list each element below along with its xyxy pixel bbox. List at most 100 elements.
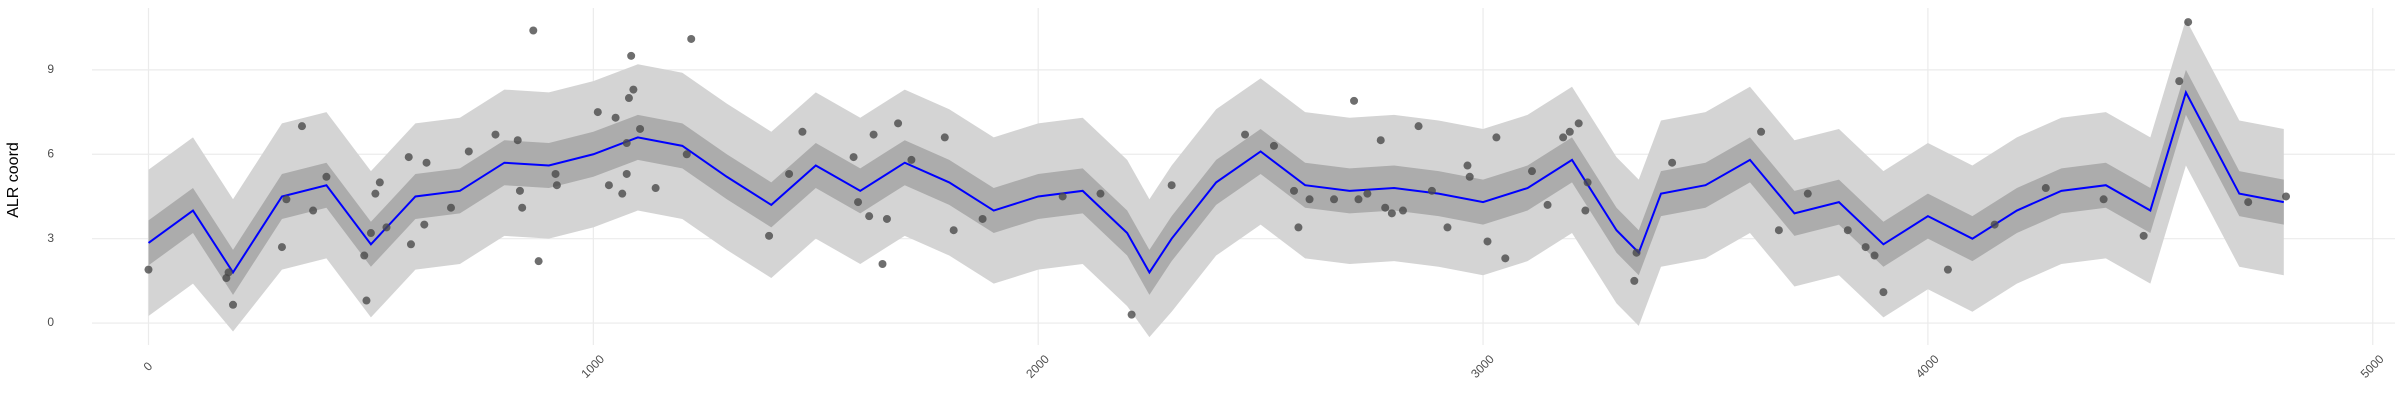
data-point bbox=[1492, 133, 1501, 142]
data-point bbox=[622, 139, 631, 148]
data-point bbox=[1843, 226, 1852, 235]
data-point bbox=[552, 181, 561, 190]
data-point bbox=[382, 223, 391, 232]
data-point bbox=[1350, 96, 1359, 105]
data-point bbox=[366, 229, 375, 238]
data-point bbox=[1581, 206, 1590, 215]
data-point bbox=[420, 220, 429, 229]
data-point bbox=[322, 172, 331, 181]
data-point bbox=[1096, 189, 1105, 198]
data-point bbox=[894, 119, 903, 128]
data-point bbox=[491, 130, 500, 139]
data-point bbox=[515, 186, 524, 195]
data-point bbox=[446, 203, 455, 212]
data-point bbox=[1803, 189, 1812, 198]
data-point bbox=[1354, 195, 1363, 204]
data-point bbox=[1427, 186, 1436, 195]
data-point bbox=[624, 94, 633, 103]
data-point bbox=[2282, 192, 2291, 201]
data-point bbox=[907, 155, 916, 164]
data-point bbox=[636, 124, 645, 133]
data-point bbox=[309, 206, 318, 215]
data-point bbox=[1330, 195, 1339, 204]
data-point bbox=[1990, 220, 1999, 229]
x-tick-label: 0 bbox=[141, 359, 156, 374]
y-axis-label: ALR coord bbox=[5, 142, 22, 218]
data-point bbox=[1463, 161, 1472, 170]
data-point bbox=[1632, 248, 1641, 257]
data-point bbox=[1943, 265, 1952, 274]
data-point bbox=[1289, 186, 1298, 195]
data-point bbox=[1574, 119, 1583, 128]
data-point bbox=[362, 296, 371, 305]
mean-line bbox=[147, 89, 2284, 275]
data-point bbox=[1398, 206, 1407, 215]
data-point bbox=[1565, 127, 1574, 136]
data-point bbox=[1861, 243, 1870, 252]
data-point bbox=[682, 150, 691, 159]
data-point bbox=[2175, 77, 2184, 86]
data-point bbox=[518, 203, 527, 212]
data-point bbox=[593, 108, 602, 117]
y-tick-label: 9 bbox=[47, 62, 54, 76]
data-point bbox=[1127, 310, 1136, 319]
y-tick-label: 3 bbox=[47, 231, 54, 245]
data-point bbox=[1443, 223, 1452, 232]
data-point bbox=[1527, 167, 1536, 176]
data-point bbox=[404, 153, 413, 162]
data-point bbox=[1543, 200, 1552, 209]
data-point bbox=[1387, 209, 1396, 218]
data-point bbox=[1870, 251, 1879, 260]
data-point bbox=[849, 153, 858, 162]
data-point bbox=[360, 251, 369, 260]
data-point bbox=[1879, 288, 1888, 297]
data-point bbox=[229, 300, 238, 309]
data-point bbox=[144, 265, 153, 274]
y-tick-label: 0 bbox=[47, 315, 54, 329]
data-point bbox=[622, 169, 631, 178]
data-point bbox=[534, 257, 543, 266]
data-point bbox=[1241, 130, 1250, 139]
data-point bbox=[2041, 184, 2050, 193]
data-point bbox=[687, 34, 696, 43]
data-point bbox=[618, 189, 627, 198]
data-point bbox=[406, 240, 415, 249]
data-point bbox=[629, 85, 638, 94]
data-point bbox=[1381, 203, 1390, 212]
data-point bbox=[2244, 198, 2253, 207]
data-point bbox=[604, 181, 613, 190]
data-point bbox=[1668, 158, 1677, 167]
data-point bbox=[1559, 133, 1568, 142]
data-point bbox=[282, 195, 291, 204]
data-point bbox=[277, 243, 286, 252]
data-point bbox=[1757, 127, 1766, 136]
data-point bbox=[1583, 178, 1592, 187]
data-point bbox=[297, 122, 306, 131]
data-point bbox=[422, 158, 431, 167]
data-point bbox=[224, 268, 233, 277]
data-point bbox=[1167, 181, 1176, 190]
data-point bbox=[1501, 254, 1510, 263]
data-point bbox=[940, 133, 949, 142]
data-point bbox=[529, 26, 538, 35]
x-tick-label: 1000 bbox=[578, 352, 607, 381]
data-point bbox=[1269, 141, 1278, 150]
data-point bbox=[1414, 122, 1423, 131]
data-point bbox=[1363, 189, 1372, 198]
data-point bbox=[949, 226, 958, 235]
data-point bbox=[765, 231, 774, 240]
data-point bbox=[2139, 231, 2148, 240]
x-tick-label: 3000 bbox=[1468, 352, 1497, 381]
data-point bbox=[651, 184, 660, 193]
data-point bbox=[464, 147, 473, 156]
x-tick-label: 4000 bbox=[1913, 352, 1942, 381]
data-point bbox=[1465, 172, 1474, 181]
data-point bbox=[785, 169, 794, 178]
y-tick-label: 6 bbox=[47, 146, 54, 160]
data-point bbox=[878, 259, 887, 268]
data-point bbox=[1305, 195, 1314, 204]
data-point bbox=[2184, 18, 2193, 27]
data-point bbox=[513, 136, 522, 145]
data-point bbox=[869, 130, 878, 139]
